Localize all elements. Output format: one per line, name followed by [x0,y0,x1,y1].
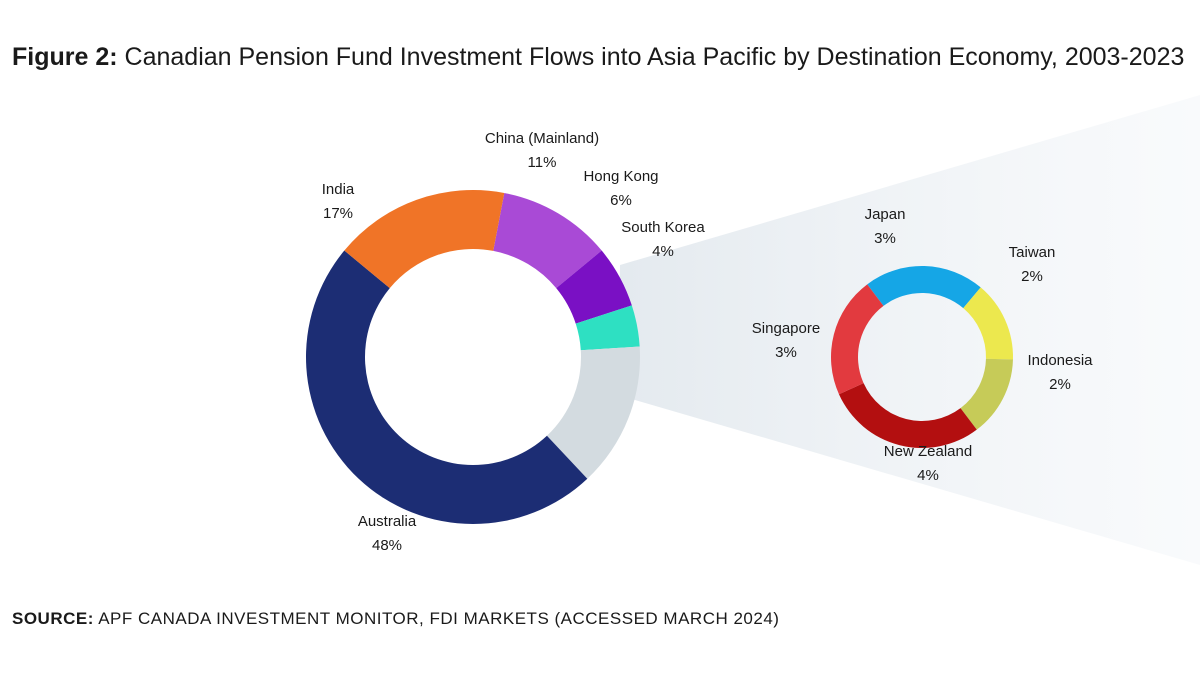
zoom-connector [618,95,1200,565]
value-japan: 3% [874,230,896,247]
label-indonesia: Indonesia [1027,352,1093,369]
slice-other-economies [546,346,640,479]
source-lead: SOURCE: [12,609,94,628]
slice-singapore [831,284,884,395]
slice-labels: China (Mainland) 11% Hong Kong 6% South Kore… [322,130,1093,554]
chart-title: Figure 2: Canadian Pension Fund Investme… [12,38,1197,76]
main-donut [305,190,640,525]
label-australia: Australia [358,513,417,530]
label-japan: Japan [865,206,906,223]
slice-taiwan [963,287,1014,360]
slice-australia [305,250,588,525]
slice-new-zealand [838,383,977,448]
label-india: India [322,181,355,198]
value-hong-kong: 6% [610,192,632,209]
label-china-mainland: China (Mainland) [485,130,599,147]
slice-japan [867,266,981,309]
value-new-zealand: 4% [917,467,939,484]
slice-india [344,190,505,289]
value-indonesia: 2% [1049,376,1071,393]
value-taiwan: 2% [1021,268,1043,285]
source-text: APF CANADA INVESTMENT MONITOR, FDI MARKE… [93,609,780,628]
label-singapore: Singapore [752,320,820,337]
detail-donut [831,266,1014,448]
slice-south-korea [575,305,640,351]
slice-hong-kong [556,250,632,324]
slice-china-mainland [493,192,602,289]
label-taiwan: Taiwan [1009,244,1056,261]
label-new-zealand: New Zealand [884,443,972,460]
value-singapore: 3% [775,344,797,361]
source-note: SOURCE: APF CANADA INVESTMENT MONITOR, F… [12,609,779,629]
chart-title-text: Canadian Pension Fund Investment Flows i… [117,43,1185,71]
label-hong-kong: Hong Kong [583,168,658,185]
label-south-korea: South Korea [621,219,705,236]
chart-title-lead: Figure 2: [12,43,118,71]
value-india: 17% [323,205,353,222]
value-china-mainland: 11% [528,154,557,171]
value-australia: 48% [372,537,402,554]
slice-indonesia [960,358,1013,430]
value-south-korea: 4% [652,243,674,260]
